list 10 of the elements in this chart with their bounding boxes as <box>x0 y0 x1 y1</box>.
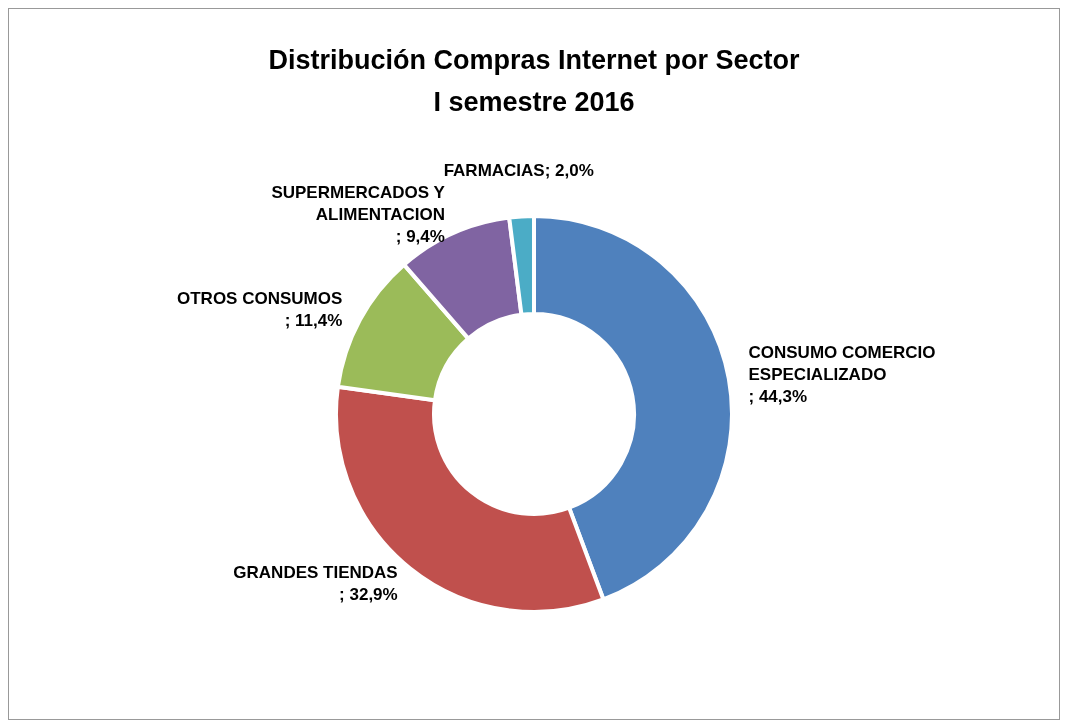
slice-label: FARMACIAS; 2,0% <box>443 161 594 181</box>
slice-label: CONSUMO COMERCIO ESPECIALIZADO <box>748 343 936 385</box>
slice-label: GRANDES TIENDAS <box>233 563 398 583</box>
data-label: ; 44,3% <box>748 387 808 407</box>
chart-title: Distribución Compras Internet por Sector I semestre 2016 <box>267 44 801 119</box>
data-label: ; 11,4% <box>284 311 343 331</box>
data-label: ; 32,9% <box>339 585 398 605</box>
slice-label: SUPERMERCADOS Y ALIMENTACION <box>271 183 446 225</box>
data-label: ; 9,4% <box>395 227 445 247</box>
slice-label: OTROS CONSUMOS <box>177 289 343 309</box>
